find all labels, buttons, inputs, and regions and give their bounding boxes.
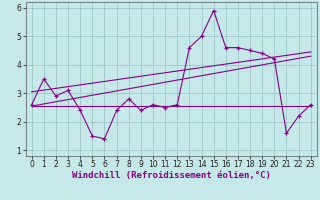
X-axis label: Windchill (Refroidissement éolien,°C): Windchill (Refroidissement éolien,°C) <box>72 171 271 180</box>
